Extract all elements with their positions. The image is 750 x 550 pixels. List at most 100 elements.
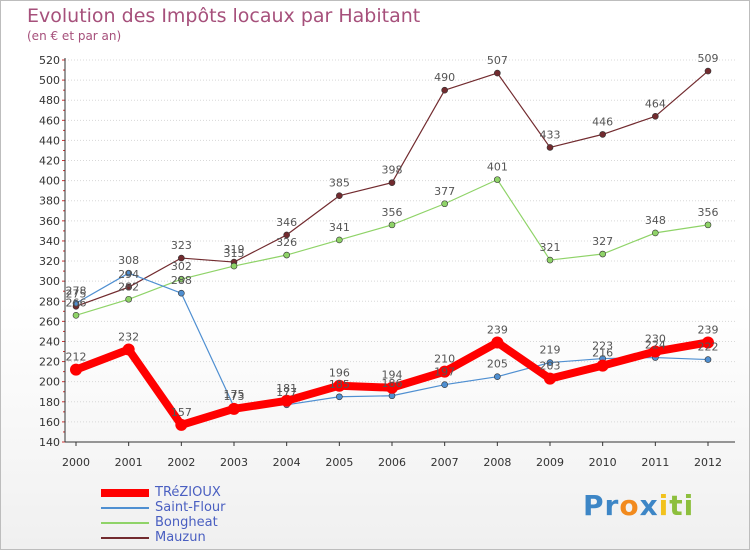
data-label-mauzun-2003: 319 bbox=[224, 243, 245, 256]
logo-letter-0: P bbox=[583, 489, 605, 522]
y-tick-label-180: 180 bbox=[39, 396, 60, 409]
data-label-tr-zioux-2001: 232 bbox=[118, 331, 139, 344]
data-label-bongheat-2003: 315 bbox=[224, 247, 245, 260]
data-point-mauzun-2010 bbox=[599, 131, 606, 138]
data-point-mauzun-2011 bbox=[652, 112, 659, 120]
legend-swatch-trezioux bbox=[101, 489, 149, 497]
y-tick-label-320: 320 bbox=[39, 255, 60, 268]
data-label-mauzun-2000: 275 bbox=[66, 287, 87, 300]
data-point-tr-zioux-2009 bbox=[544, 372, 556, 385]
x-tick-label-2000: 2000 bbox=[62, 456, 90, 469]
data-label-saint-flour-2003: 175 bbox=[224, 388, 245, 401]
data-label-mauzun-2006: 398 bbox=[382, 164, 403, 177]
data-label-tr-zioux-2005: 196 bbox=[329, 367, 350, 380]
data-label-bongheat-2012: 356 bbox=[698, 206, 719, 219]
data-point-saint-flour-2008 bbox=[494, 373, 501, 380]
data-point-tr-zioux-2011 bbox=[649, 345, 662, 358]
y-tick-label-260: 260 bbox=[39, 315, 60, 328]
data-label-saint-flour-2008: 205 bbox=[487, 358, 508, 371]
data-label-tr-zioux-2002: 157 bbox=[171, 406, 192, 419]
data-label-tr-zioux-2012: 239 bbox=[698, 323, 719, 336]
data-label-tr-zioux-2007: 210 bbox=[434, 353, 455, 366]
y-tick-label-160: 160 bbox=[39, 416, 60, 429]
data-point-bongheat-2003 bbox=[230, 262, 238, 270]
data-point-bongheat-2012 bbox=[704, 221, 712, 229]
legend-swatch-mauzun bbox=[101, 537, 149, 539]
x-tick-label-2004: 2004 bbox=[273, 456, 301, 469]
legend-label-mauzun: Mauzun bbox=[155, 530, 206, 545]
data-point-tr-zioux-2008 bbox=[491, 336, 504, 349]
data-point-saint-flour-2000 bbox=[72, 299, 80, 307]
data-point-bongheat-2006 bbox=[388, 221, 396, 229]
data-label-saint-flour-2005: 185 bbox=[329, 378, 350, 391]
y-tick-label-420: 420 bbox=[39, 155, 60, 168]
data-label-bongheat-2009: 321 bbox=[540, 241, 561, 254]
data-label-bongheat-2007: 377 bbox=[434, 185, 455, 198]
data-point-mauzun-2004 bbox=[283, 231, 290, 239]
data-point-tr-zioux-2007 bbox=[438, 365, 451, 378]
y-tick-label-220: 220 bbox=[39, 356, 60, 369]
data-point-mauzun-2007 bbox=[441, 86, 448, 94]
data-label-bongheat-2006: 356 bbox=[382, 206, 403, 219]
y-tick-label-380: 380 bbox=[39, 195, 60, 208]
data-point-saint-flour-2012 bbox=[704, 356, 712, 363]
data-label-tr-zioux-2011: 230 bbox=[645, 333, 666, 346]
data-label-mauzun-2004: 346 bbox=[276, 216, 297, 229]
y-tick-label-400: 400 bbox=[39, 175, 60, 188]
data-point-mauzun-2002 bbox=[178, 254, 185, 262]
data-label-mauzun-2010: 446 bbox=[592, 115, 613, 128]
data-point-tr-zioux-2006 bbox=[386, 381, 398, 394]
x-tick-label-2010: 2010 bbox=[589, 456, 617, 469]
data-label-bongheat-2000: 266 bbox=[66, 296, 87, 309]
x-tick-label-2002: 2002 bbox=[167, 456, 195, 469]
data-label-saint-flour-2012: 222 bbox=[698, 341, 719, 354]
data-point-saint-flour-2009 bbox=[546, 359, 554, 366]
data-point-mauzun-2012 bbox=[704, 67, 712, 75]
y-tick-label-240: 240 bbox=[39, 335, 60, 348]
data-label-tr-zioux-2006: 194 bbox=[382, 369, 403, 382]
y-tick-label-480: 480 bbox=[39, 94, 60, 107]
x-tick-label-2012: 2012 bbox=[694, 456, 722, 469]
y-tick-label-280: 280 bbox=[39, 295, 60, 308]
x-tick-label-2003: 2003 bbox=[220, 456, 248, 469]
logo-letter-2: o bbox=[619, 489, 640, 522]
data-point-tr-zioux-2004 bbox=[280, 394, 293, 407]
data-label-saint-flour-2000: 278 bbox=[66, 284, 87, 297]
data-point-bongheat-2010 bbox=[599, 250, 606, 258]
data-point-bongheat-2004 bbox=[283, 251, 290, 259]
data-label-bongheat-2004: 326 bbox=[276, 236, 297, 249]
logo-letter-6: i bbox=[683, 489, 695, 522]
y-tick-label-460: 460 bbox=[39, 114, 60, 127]
data-point-tr-zioux-2012 bbox=[702, 336, 714, 349]
data-point-bongheat-2008 bbox=[494, 176, 501, 183]
data-point-mauzun-2006 bbox=[388, 179, 396, 186]
data-point-saint-flour-2001 bbox=[125, 269, 132, 277]
data-point-bongheat-2011 bbox=[652, 229, 659, 237]
data-label-saint-flour-2002: 288 bbox=[171, 274, 192, 287]
data-label-bongheat-2001: 282 bbox=[118, 280, 139, 293]
data-label-mauzun-2001: 294 bbox=[118, 268, 139, 281]
data-label-mauzun-2002: 323 bbox=[171, 239, 192, 252]
data-point-tr-zioux-2005 bbox=[333, 379, 346, 392]
data-point-bongheat-2005 bbox=[336, 236, 343, 244]
series-layer bbox=[70, 67, 714, 431]
chart-subtitle: (en € et par an) bbox=[27, 29, 122, 43]
data-point-bongheat-2009 bbox=[546, 256, 554, 264]
y-tick-label-520: 520 bbox=[39, 54, 60, 67]
y-tick-label-340: 340 bbox=[39, 235, 60, 248]
y-tick-label-140: 140 bbox=[39, 436, 60, 449]
data-label-mauzun-2011: 464 bbox=[645, 97, 666, 110]
data-label-mauzun-2009: 433 bbox=[540, 128, 561, 141]
legend-swatch-bongheat bbox=[101, 522, 149, 524]
data-point-bongheat-2007 bbox=[441, 200, 448, 208]
data-point-mauzun-2008 bbox=[494, 69, 501, 77]
x-tick-label-2008: 2008 bbox=[483, 456, 511, 469]
x-tick-label-2001: 2001 bbox=[115, 456, 143, 469]
x-tick-label-2009: 2009 bbox=[536, 456, 564, 469]
y-tick-label-300: 300 bbox=[39, 275, 60, 288]
grid-layer bbox=[65, 59, 735, 443]
data-label-tr-zioux-2003: 173 bbox=[224, 390, 245, 403]
data-label-tr-zioux-2000: 212 bbox=[66, 351, 87, 364]
data-label-bongheat-2011: 348 bbox=[645, 214, 666, 227]
